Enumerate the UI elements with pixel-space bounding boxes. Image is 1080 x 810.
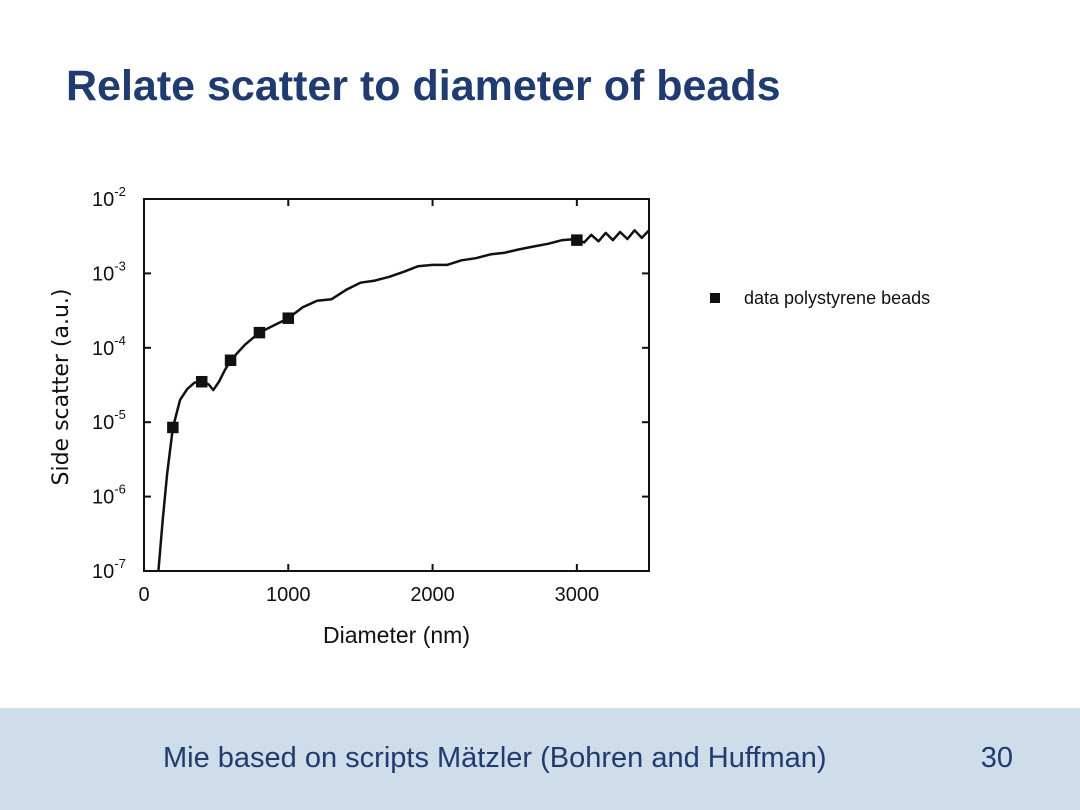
x-tick-label: 3000 <box>555 584 600 606</box>
x-tick-label: 1000 <box>266 584 311 606</box>
footer-text: Mie based on scripts Mätzler (Bohren and… <box>163 742 827 774</box>
y-tick-power: -3 <box>114 258 126 273</box>
y-tick-base: 10 <box>92 263 114 285</box>
y-tick-power: -6 <box>114 482 126 497</box>
y-tick-label: 10-4 <box>92 333 126 360</box>
y-tick-base: 10 <box>92 561 114 583</box>
y-axis-label: Side scatter (a.u.) <box>49 288 74 485</box>
curve <box>157 229 650 572</box>
x-tick-label: 0 <box>138 584 149 606</box>
footer-band <box>0 708 1080 810</box>
legend-label: data polystyrene beads <box>744 288 930 308</box>
y-tick-power: -5 <box>114 407 126 422</box>
plot-frame <box>143 198 650 572</box>
legend-marker <box>710 293 720 303</box>
y-tick-label: 10-3 <box>92 258 126 285</box>
y-tick-label: 10-5 <box>92 407 126 434</box>
y-tick-base: 10 <box>92 189 114 211</box>
y-tick-power: -4 <box>114 333 126 348</box>
y-tick-power: -7 <box>114 556 126 571</box>
chart: 0 1000 2000 300010-210-310-410-510-610-7Dia… <box>49 184 930 648</box>
x-axis-label: Diameter (nm) <box>323 622 470 648</box>
page-number: 30 <box>981 742 1013 774</box>
slide-title: Relate scatter to diameter of beads <box>66 62 781 110</box>
y-tick-base: 10 <box>92 412 114 434</box>
y-tick-label: 10-2 <box>92 184 126 211</box>
y-tick-label: 10-6 <box>92 482 126 509</box>
x-tick-label: 2000 <box>410 584 455 606</box>
y-tick-base: 10 <box>92 338 114 360</box>
y-tick-label: 10-7 <box>92 556 126 583</box>
y-tick-base: 10 <box>92 487 114 509</box>
y-tick-power: -2 <box>114 184 126 199</box>
